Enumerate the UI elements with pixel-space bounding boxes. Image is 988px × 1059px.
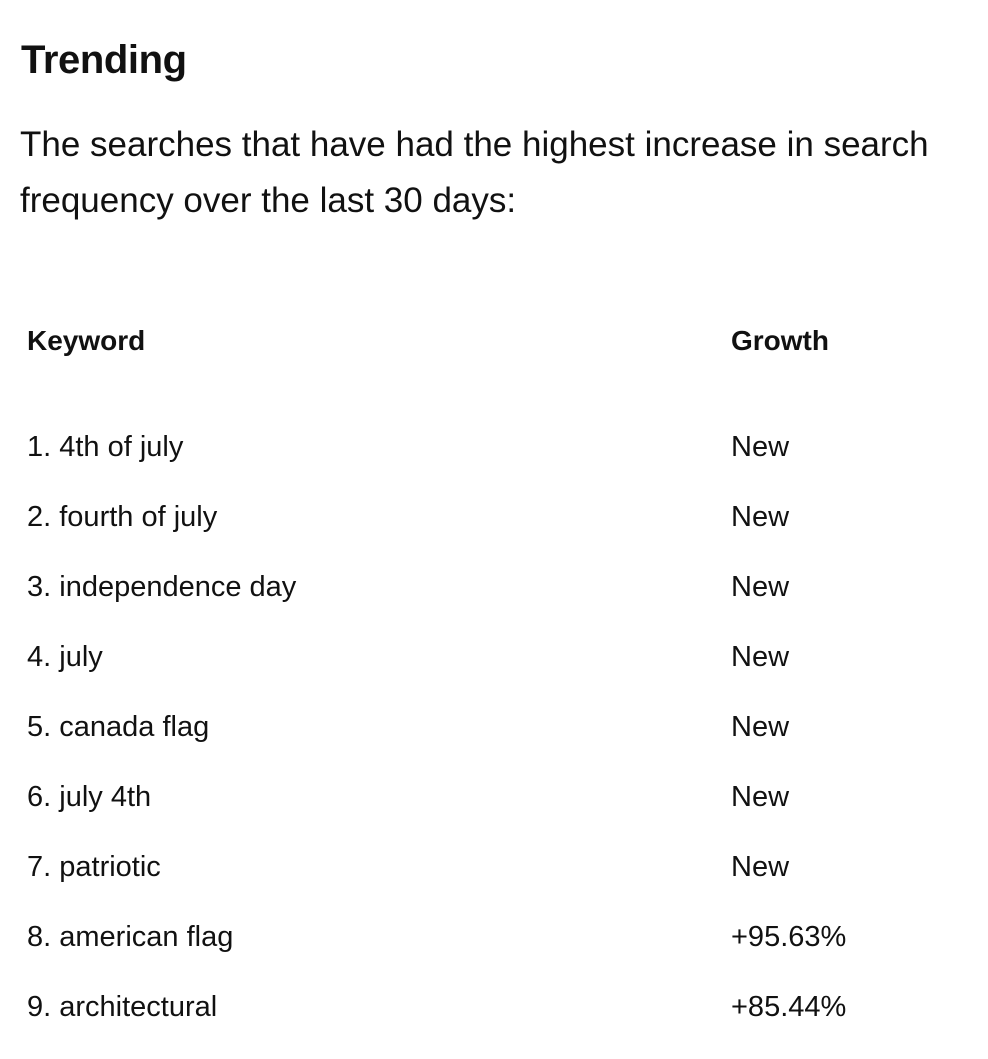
keyword-cell: 7. patriotic — [27, 849, 161, 885]
keyword-text: independence day — [59, 571, 297, 603]
rank-number: 4. — [27, 641, 52, 673]
table-header: Keyword Growth — [27, 324, 947, 366]
keyword-cell: 2. fourth of july — [27, 499, 217, 535]
growth-value: New — [731, 431, 790, 463]
keyword-cell: 9. architectural — [27, 989, 217, 1025]
keyword-text: july — [59, 641, 103, 673]
table-row: 3. independence day New — [27, 569, 947, 639]
keyword-text: fourth of july — [59, 501, 218, 533]
rank-number: 2. — [27, 501, 52, 533]
table-row: 5. canada flag New — [27, 709, 947, 779]
keyword-text: patriotic — [59, 851, 161, 883]
rank-number: 7. — [27, 851, 52, 883]
page-description: The searches that have had the highest i… — [20, 125, 929, 220]
growth-column-header: Growth — [731, 325, 829, 356]
table-row: 6. july 4th New — [27, 779, 947, 849]
table-row: 9. architectural +85.44% — [27, 989, 947, 1059]
rank-number: 9. — [27, 991, 52, 1023]
keyword-cell: 4. july — [27, 639, 103, 675]
growth-value: New — [731, 501, 790, 533]
growth-value: +95.63% — [731, 921, 847, 953]
keyword-text: july 4th — [59, 781, 152, 813]
table-row: 8. american flag +95.63% — [27, 919, 947, 989]
growth-value: New — [731, 641, 790, 673]
growth-value: +85.44% — [731, 991, 847, 1023]
rank-number: 1. — [27, 431, 52, 463]
growth-value: New — [731, 851, 790, 883]
keyword-text: architectural — [59, 991, 218, 1023]
table-row: 1. 4th of july New — [27, 429, 947, 499]
keyword-text: american flag — [59, 921, 234, 953]
rank-number: 3. — [27, 571, 52, 603]
rank-number: 5. — [27, 711, 52, 743]
table-row: 2. fourth of july New — [27, 499, 947, 569]
page-title: Trending — [21, 38, 187, 82]
growth-value: New — [731, 711, 790, 743]
keyword-cell: 3. independence day — [27, 569, 296, 605]
keyword-text: canada flag — [59, 711, 210, 743]
keyword-cell: 8. american flag — [27, 919, 233, 955]
table-body: 1. 4th of july New 2. fourth of july New… — [27, 429, 947, 1059]
rank-number: 6. — [27, 781, 52, 813]
keyword-text: 4th of july — [59, 431, 184, 463]
rank-number: 8. — [27, 921, 52, 953]
table-row: 7. patriotic New — [27, 849, 947, 919]
keyword-cell: 6. july 4th — [27, 779, 151, 815]
keyword-column-header: Keyword — [27, 325, 146, 356]
keyword-cell: 5. canada flag — [27, 709, 209, 745]
keyword-cell: 1. 4th of july — [27, 429, 183, 465]
trending-table: Keyword Growth 1. 4th of july New 2. fou… — [27, 324, 947, 1023]
growth-value: New — [731, 781, 790, 813]
table-row: 4. july New — [27, 639, 947, 709]
growth-value: New — [731, 571, 790, 603]
